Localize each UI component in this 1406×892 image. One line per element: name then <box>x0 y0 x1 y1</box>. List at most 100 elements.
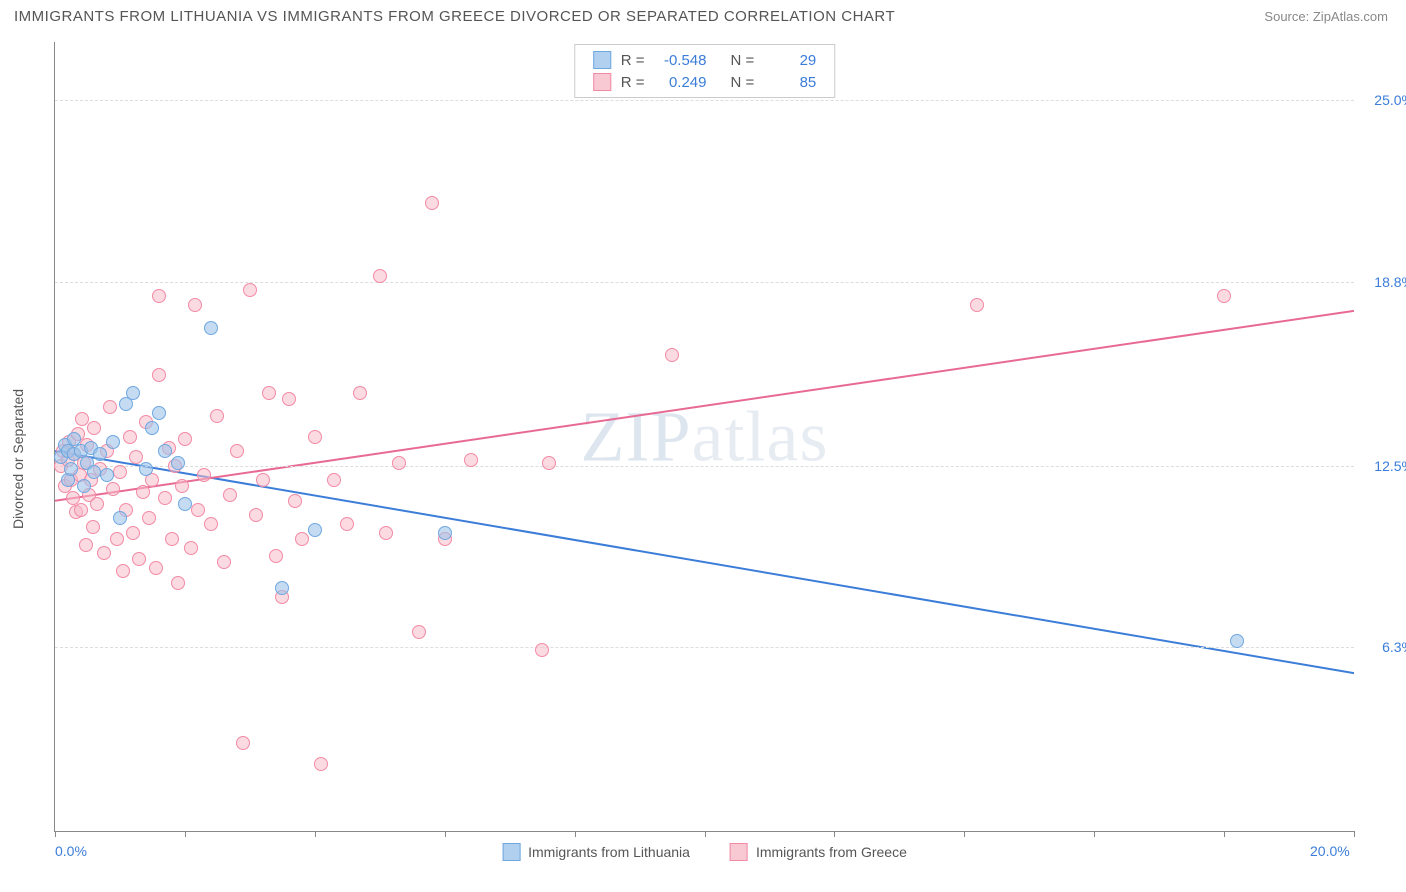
scatter-point <box>165 532 179 546</box>
legend-n-value-greece: 85 <box>764 74 816 91</box>
scatter-point <box>204 321 218 335</box>
watermark-bold: ZIP <box>581 396 692 476</box>
swatch-lithuania <box>593 51 611 69</box>
scatter-point <box>152 406 166 420</box>
scatter-point <box>665 348 679 362</box>
scatter-point <box>1217 289 1231 303</box>
scatter-point <box>535 643 549 657</box>
scatter-point <box>93 447 107 461</box>
source-name: ZipAtlas.com <box>1313 9 1388 24</box>
scatter-point <box>236 736 250 750</box>
scatter-point <box>152 289 166 303</box>
correlation-legend: R = -0.548 N = 29 R = 0.249 N = 85 <box>574 44 836 98</box>
legend-item-greece: Immigrants from Greece <box>730 843 907 861</box>
scatter-point <box>158 491 172 505</box>
scatter-point <box>188 298 202 312</box>
gridline-h <box>55 100 1354 101</box>
y-tick-label: 18.8% <box>1374 274 1406 290</box>
x-tick <box>575 831 576 837</box>
scatter-point <box>438 526 452 540</box>
legend-label-lithuania: Immigrants from Lithuania <box>528 844 690 860</box>
scatter-point <box>64 462 78 476</box>
scatter-point <box>136 485 150 499</box>
scatter-point <box>126 386 140 400</box>
trend-lines-svg <box>55 42 1354 831</box>
scatter-point <box>353 386 367 400</box>
legend-n-value-lithuania: 29 <box>764 52 816 69</box>
scatter-point <box>175 479 189 493</box>
y-tick-label: 25.0% <box>1374 92 1406 108</box>
x-tick <box>1224 831 1225 837</box>
x-tick <box>55 831 56 837</box>
scatter-point <box>178 497 192 511</box>
gridline-h <box>55 466 1354 467</box>
scatter-point <box>113 511 127 525</box>
swatch-greece <box>593 73 611 91</box>
x-tick <box>1094 831 1095 837</box>
scatter-point <box>425 196 439 210</box>
scatter-point <box>314 757 328 771</box>
scatter-point <box>223 488 237 502</box>
x-axis-label: 20.0% <box>1310 843 1350 859</box>
scatter-point <box>97 546 111 560</box>
x-axis-label: 0.0% <box>55 843 87 859</box>
x-tick <box>315 831 316 837</box>
scatter-point <box>106 435 120 449</box>
scatter-point <box>110 532 124 546</box>
y-axis-label: Divorced or Separated <box>10 389 26 529</box>
x-tick <box>705 831 706 837</box>
scatter-point <box>970 298 984 312</box>
scatter-point <box>256 473 270 487</box>
source-label: Source: <box>1264 9 1309 24</box>
legend-row-greece: R = 0.249 N = 85 <box>593 71 817 93</box>
scatter-point <box>126 526 140 540</box>
scatter-point <box>243 283 257 297</box>
trend-line <box>55 311 1354 501</box>
scatter-point <box>116 564 130 578</box>
scatter-point <box>197 468 211 482</box>
scatter-point <box>86 520 100 534</box>
scatter-point <box>464 453 478 467</box>
legend-r-value-greece: 0.249 <box>655 74 707 91</box>
scatter-point <box>142 511 156 525</box>
series-legend: Immigrants from Lithuania Immigrants fro… <box>502 843 907 861</box>
scatter-point <box>392 456 406 470</box>
legend-row-lithuania: R = -0.548 N = 29 <box>593 49 817 71</box>
scatter-point <box>87 465 101 479</box>
scatter-point <box>106 482 120 496</box>
scatter-point <box>171 576 185 590</box>
legend-n-label: N = <box>731 52 755 69</box>
gridline-h <box>55 647 1354 648</box>
source-attribution: Source: ZipAtlas.com <box>1264 9 1388 24</box>
scatter-point <box>373 269 387 283</box>
scatter-point <box>204 517 218 531</box>
scatter-point <box>145 421 159 435</box>
scatter-point <box>269 549 283 563</box>
scatter-point <box>308 523 322 537</box>
watermark-light: atlas <box>692 396 829 476</box>
scatter-point <box>158 444 172 458</box>
scatter-point <box>90 497 104 511</box>
legend-r-label: R = <box>621 52 645 69</box>
scatter-point <box>74 503 88 517</box>
scatter-point <box>178 432 192 446</box>
scatter-point <box>123 430 137 444</box>
title-bar: IMMIGRANTS FROM LITHUANIA VS IMMIGRANTS … <box>0 0 1406 29</box>
x-tick <box>445 831 446 837</box>
scatter-point <box>262 386 276 400</box>
scatter-point <box>210 409 224 423</box>
scatter-point <box>100 468 114 482</box>
scatter-point <box>132 552 146 566</box>
x-tick <box>1354 831 1355 837</box>
scatter-point <box>379 526 393 540</box>
scatter-point <box>87 421 101 435</box>
legend-item-lithuania: Immigrants from Lithuania <box>502 843 690 861</box>
x-tick <box>185 831 186 837</box>
x-tick <box>964 831 965 837</box>
scatter-point <box>288 494 302 508</box>
legend-label-greece: Immigrants from Greece <box>756 844 907 860</box>
scatter-point <box>282 392 296 406</box>
scatter-point <box>79 538 93 552</box>
scatter-point <box>230 444 244 458</box>
y-tick-label: 12.5% <box>1374 458 1406 474</box>
